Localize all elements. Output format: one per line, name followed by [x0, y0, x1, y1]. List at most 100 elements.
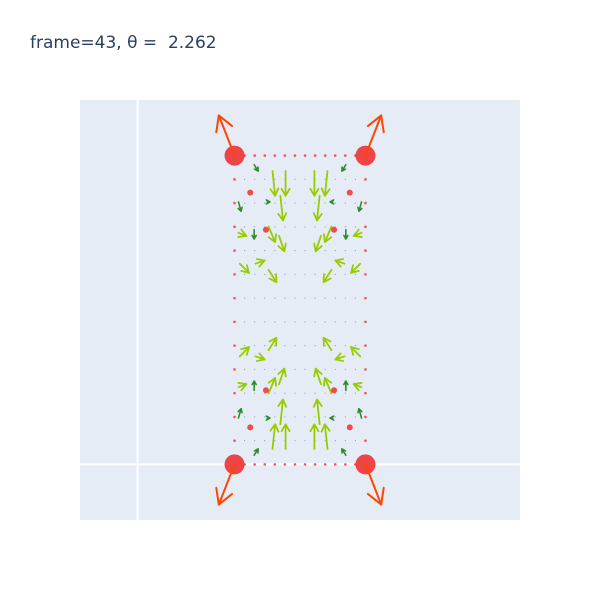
- field-arrow: [350, 262, 362, 274]
- field-arrow: [357, 201, 363, 212]
- field-arrow: [251, 380, 257, 392]
- field-arrow: [357, 408, 363, 419]
- grid-marker: [243, 273, 246, 275]
- field-arrow: [341, 164, 347, 172]
- field-arrow: [251, 228, 257, 240]
- grid-marker: [233, 368, 236, 371]
- field-arrow: [269, 170, 280, 197]
- grid-marker: [324, 440, 326, 442]
- corner-arrow: [364, 114, 385, 157]
- field-arrow: [237, 408, 243, 419]
- grid-marker: [354, 368, 357, 370]
- corner-arrow: [215, 114, 236, 157]
- field-arrow: [329, 415, 335, 421]
- grid-marker: [274, 226, 276, 228]
- grid-marker: [274, 250, 276, 252]
- grid-marker: [304, 345, 306, 347]
- field-arrow: [309, 170, 320, 197]
- grid-marker: [364, 201, 367, 205]
- grid-marker: [233, 439, 236, 442]
- grid-marker: [233, 320, 236, 324]
- field-arrow: [237, 382, 248, 392]
- grid-marker: [364, 439, 367, 442]
- grid-marker: [344, 178, 346, 180]
- grid-marker: [264, 178, 266, 180]
- grid-marker: [323, 463, 327, 466]
- grid-marker: [264, 297, 266, 299]
- field-arrow: [309, 423, 320, 450]
- grid-marker: [233, 178, 236, 181]
- grid-marker: [324, 345, 326, 347]
- field-arrow: [313, 367, 323, 386]
- field-arrow: [269, 423, 280, 450]
- grid-marker: [284, 297, 286, 299]
- grid-marker: [264, 273, 266, 275]
- grid-marker: [334, 178, 336, 180]
- grid-marker: [233, 344, 236, 347]
- grid-marker: [264, 440, 266, 442]
- grid-marker: [324, 273, 326, 275]
- grid-marker: [254, 226, 256, 228]
- grid-marker: [263, 463, 267, 466]
- grid-marker: [254, 250, 256, 252]
- grid-marker: [323, 154, 327, 157]
- grid-marker: [254, 297, 256, 299]
- grid-marker: [354, 416, 357, 418]
- grid-marker: [334, 273, 336, 275]
- grid-marker: [274, 321, 276, 323]
- grid-marker: [253, 463, 256, 466]
- grid-marker: [254, 345, 256, 347]
- field-arrow: [277, 234, 287, 253]
- nodes-layer: [224, 145, 376, 475]
- grid-marker: [304, 273, 306, 275]
- grid-marker: [254, 392, 256, 394]
- grid-marker: [254, 273, 256, 275]
- grid-marker: [304, 250, 306, 252]
- grid-marker: [284, 273, 286, 275]
- grid-marker: [274, 440, 276, 442]
- grid-marker: [344, 250, 346, 252]
- field-arrow: [312, 194, 323, 222]
- node-marker: [346, 189, 353, 196]
- grid-marker: [324, 250, 326, 252]
- grid-marker: [274, 297, 276, 299]
- grid-marker: [313, 463, 317, 466]
- corner-arrow: [364, 463, 385, 506]
- grid-marker: [254, 178, 256, 180]
- grid-marker: [304, 440, 306, 442]
- field-arrow: [322, 268, 333, 284]
- grid-marker: [274, 178, 276, 180]
- grid-marker: [324, 392, 326, 394]
- grid-marker: [303, 154, 307, 157]
- grid-marker: [334, 440, 336, 442]
- grid-marker: [294, 368, 296, 370]
- grid-marker: [364, 391, 367, 395]
- field-arrow: [320, 170, 331, 197]
- grid-marker: [303, 463, 307, 466]
- grid-marker: [364, 344, 367, 347]
- grid-marker: [364, 320, 367, 324]
- grid-marker: [284, 416, 286, 418]
- grid-marker: [264, 416, 266, 418]
- field-arrow: [343, 228, 349, 240]
- grid-marker: [314, 202, 316, 204]
- corner-arrow: [215, 463, 236, 506]
- grid-marker: [354, 321, 357, 323]
- node-marker: [331, 387, 338, 394]
- grid-marker: [264, 345, 266, 347]
- grid-marker: [364, 178, 367, 181]
- field-arrow: [313, 234, 323, 253]
- field-arrow: [265, 199, 271, 205]
- grid-marker: [264, 202, 266, 204]
- grid-marker: [354, 273, 357, 275]
- node-marker: [262, 387, 269, 394]
- grid-marker: [314, 273, 316, 275]
- grid-marker: [344, 226, 346, 228]
- grid-marker: [364, 368, 367, 371]
- grid-marker: [274, 416, 276, 418]
- grid-marker: [243, 321, 246, 323]
- grid-marker: [294, 178, 296, 180]
- grid-marker: [294, 321, 296, 323]
- grid-marker: [364, 273, 367, 276]
